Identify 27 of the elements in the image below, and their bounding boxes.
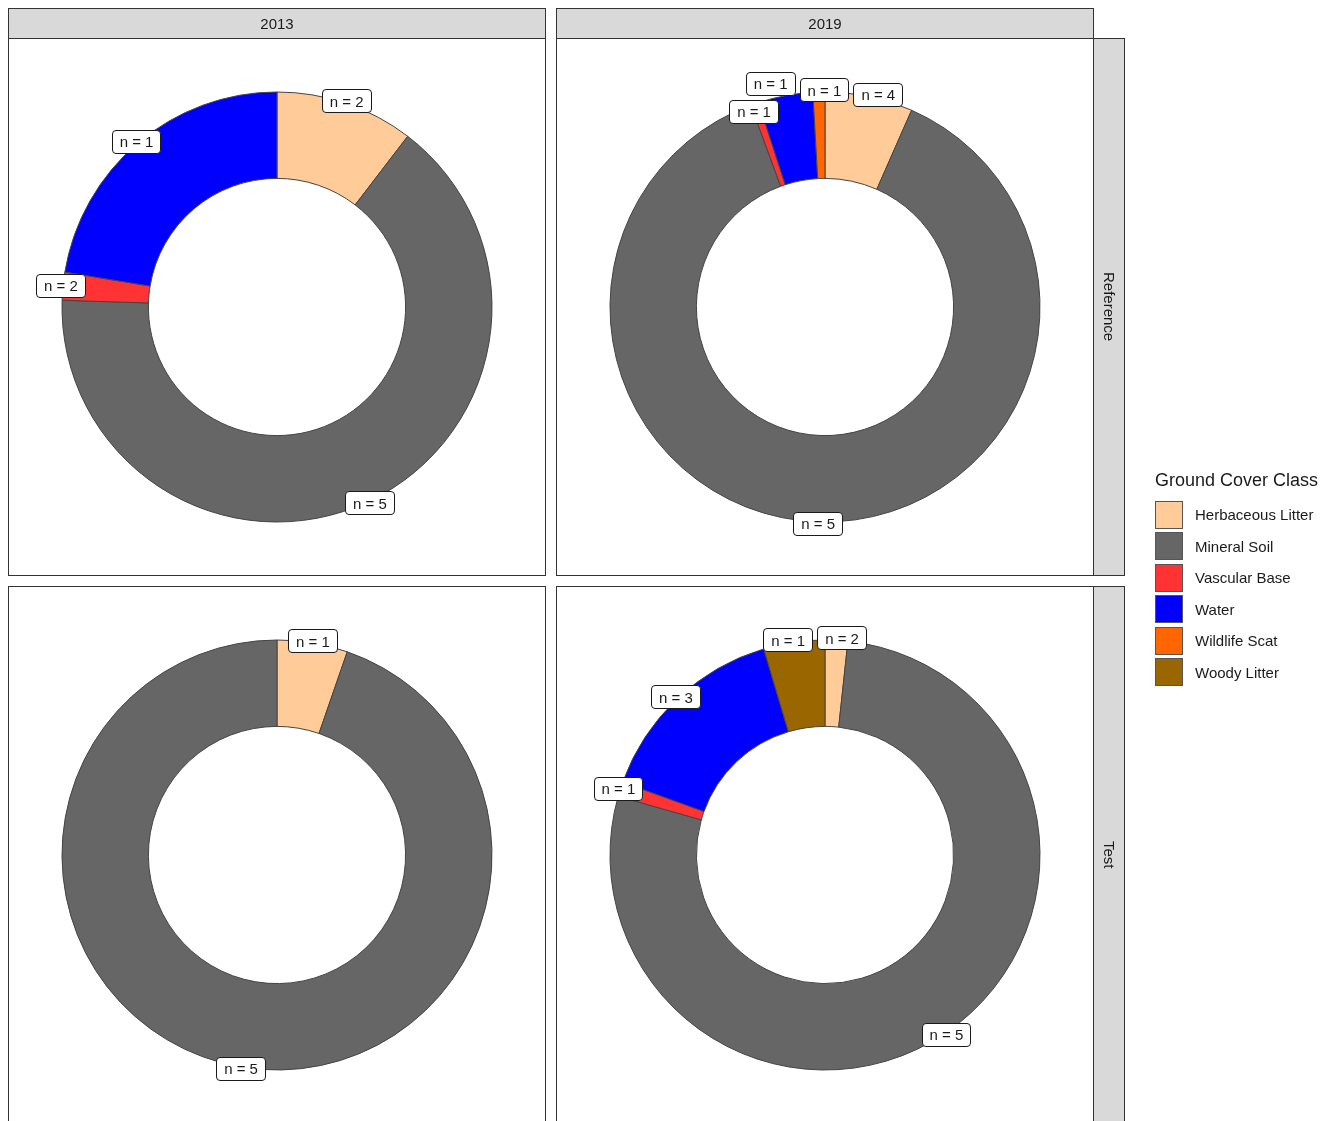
text: n = 5 [801,515,836,533]
legend-title: Ground Cover Class [1155,470,1319,491]
text: n = 5 [921,1022,972,1047]
text: Reference [1100,272,1118,342]
text: n = 1 [763,628,814,653]
legend-label: Wildlife Scat [1195,632,1278,650]
legend-label: Mineral Soil [1195,537,1274,555]
chart-title: 2013 [8,8,546,39]
text: n = 2 [36,273,86,298]
text: n = 1 [593,776,644,801]
text: n = 3 [651,685,701,710]
legend-label: Woody Litter [1195,663,1279,681]
text: n = 1 [753,75,788,93]
text: Test [1100,841,1118,869]
legend-label: Water [1195,600,1235,618]
text: n = 1 [807,81,842,99]
text: n = 5 [345,491,395,516]
text: n = 1 [111,129,162,154]
text: n = 2 [817,626,867,651]
legend-label: Vascular Base [1195,569,1291,587]
legend-label: Herbaceous Litter [1195,506,1314,524]
text: n = 1 [288,629,338,653]
text: n = 4 [861,86,896,104]
text: n = 1 [737,103,771,121]
text: n = 2 [321,89,372,114]
chart-title: 2019 [556,8,1094,39]
text: n = 5 [216,1056,266,1081]
